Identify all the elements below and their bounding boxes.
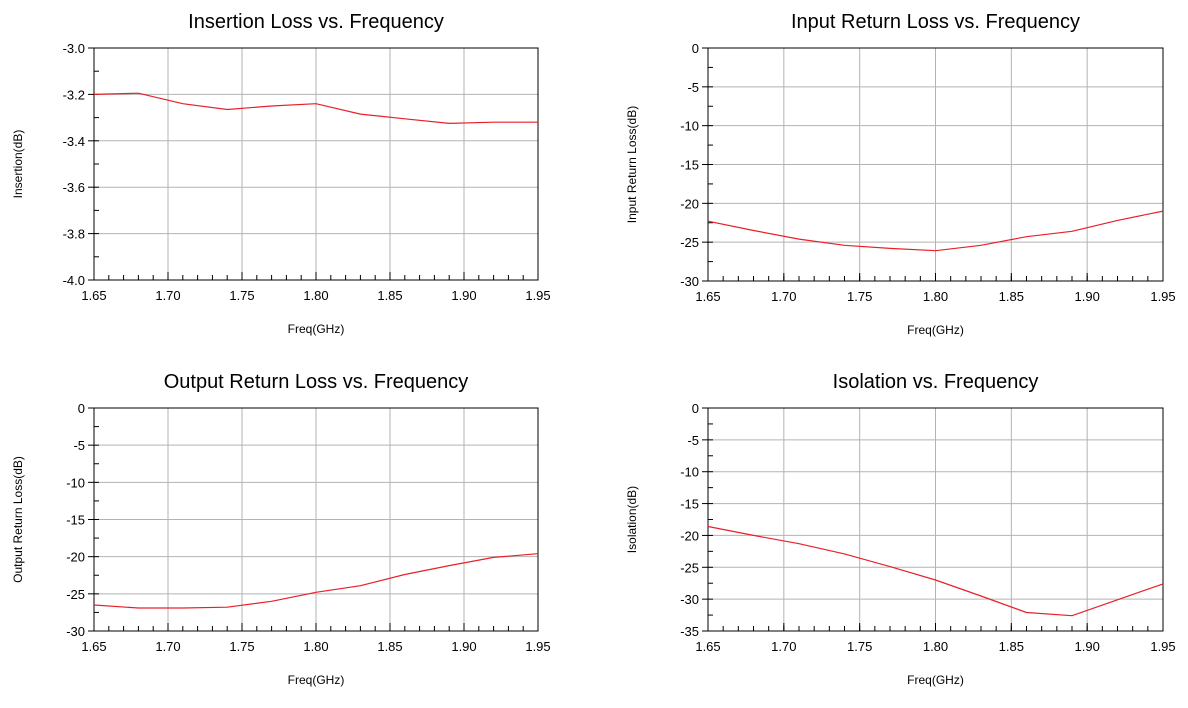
x-tick-label: 1.80 (923, 289, 948, 304)
x-tick-label: 1.70 (155, 288, 180, 303)
series-line (707, 525, 1164, 617)
x-tick-label: 1.75 (847, 639, 872, 654)
series-line (93, 92, 538, 125)
y-tick-label: -10 (680, 465, 699, 480)
chart-title: Output Return Loss vs. Frequency (164, 371, 469, 393)
chart-title: Isolation vs. Frequency (833, 371, 1039, 393)
chart-title: Insertion Loss vs. Frequency (188, 11, 444, 33)
x-tick-label: 1.85 (377, 288, 402, 303)
y-tick-label: -20 (680, 528, 699, 543)
x-tick-label: 1.80 (303, 288, 328, 303)
y-tick-label: -3.6 (63, 180, 85, 195)
y-tick-label: -10 (680, 119, 699, 134)
x-tick-label: 1.65 (695, 639, 720, 654)
x-tick-label: 1.75 (229, 288, 254, 303)
x-tick-label: 1.85 (999, 289, 1024, 304)
chart-svg: Input Return Loss vs. Frequency 1.65 1.70 1… (625, 11, 1176, 337)
x-axis-label: Freq(GHz) (288, 673, 345, 687)
y-tick-label: -5 (687, 80, 699, 95)
y-tick-label: -20 (680, 196, 699, 211)
x-tick-label: 1.95 (525, 288, 550, 303)
x-tick-label: 1.70 (771, 639, 796, 654)
chart-panel-insertion-loss: Insertion Loss vs. Frequency 1.65 1.70 1.75… (0, 0, 594, 354)
x-axis-label: Freq(GHz) (288, 322, 345, 336)
x-tick-label: 1.90 (1075, 639, 1100, 654)
series-line (707, 210, 1164, 252)
chart-svg: Insertion Loss vs. Frequency 1.65 1.70 1.75… (11, 11, 551, 336)
chart-svg: Output Return Loss vs. Frequency 1.65 1.70… (11, 371, 551, 687)
y-tick-label: -25 (680, 560, 699, 575)
y-axis-label: Isolation(dB) (625, 486, 639, 553)
y-tick-label: -15 (680, 497, 699, 512)
y-axis-label: Insertion(dB) (11, 130, 25, 199)
y-tick-label: -30 (66, 624, 85, 639)
x-tick-label: 1.65 (81, 288, 106, 303)
y-tick-label: -3.0 (63, 41, 85, 56)
y-tick-label: -4.0 (63, 273, 85, 288)
x-tick-label: 1.90 (1075, 289, 1100, 304)
y-tick-label: -3.4 (63, 134, 85, 149)
x-tick-label: 1.70 (771, 289, 796, 304)
y-tick-label: -10 (66, 475, 85, 490)
x-tick-label: 1.75 (847, 289, 872, 304)
series-line (93, 553, 539, 609)
x-tick-label: 1.90 (451, 288, 476, 303)
x-tick-label: 1.70 (155, 639, 180, 654)
x-tick-label: 1.65 (695, 289, 720, 304)
x-tick-label: 1.85 (377, 639, 402, 654)
y-tick-label: -3.8 (63, 227, 85, 242)
y-tick-label: -3.2 (63, 87, 85, 102)
x-axis-label: Freq(GHz) (907, 323, 964, 337)
y-tick-label: -25 (680, 235, 699, 250)
y-axis-label: Output Return Loss(dB) (11, 456, 25, 583)
y-tick-label: -35 (680, 624, 699, 639)
x-axis-label: Freq(GHz) (907, 673, 964, 687)
y-tick-label: -15 (66, 513, 85, 528)
x-tick-label: 1.90 (451, 639, 476, 654)
y-tick-label: -5 (73, 438, 85, 453)
chart-panel-isolation: Isolation vs. Frequency 1.65 1.70 1.75 1.80 1… (594, 354, 1188, 708)
y-tick-label: -5 (687, 433, 699, 448)
chart-svg: Isolation vs. Frequency 1.65 1.70 1.75 1.80 1… (625, 371, 1176, 687)
y-tick-label: -30 (680, 274, 699, 289)
x-tick-label: 1.95 (525, 639, 550, 654)
x-tick-label: 1.75 (229, 639, 254, 654)
y-tick-label: 0 (78, 401, 85, 416)
x-tick-label: 1.95 (1150, 639, 1175, 654)
y-tick-label: -20 (66, 550, 85, 565)
y-tick-label: 0 (692, 401, 699, 416)
y-tick-label: -25 (66, 587, 85, 602)
y-tick-label: -30 (680, 592, 699, 607)
y-tick-label: -15 (680, 158, 699, 173)
x-tick-label: 1.65 (81, 639, 106, 654)
x-tick-label: 1.80 (303, 639, 328, 654)
y-tick-label: 0 (692, 41, 699, 56)
chart-panel-input-return-loss: Input Return Loss vs. Frequency 1.65 1.70 1… (594, 0, 1188, 354)
chart-panel-output-return-loss: Output Return Loss vs. Frequency 1.65 1.70… (0, 354, 594, 708)
y-axis-label: Input Return Loss(dB) (625, 106, 639, 223)
chart-title: Input Return Loss vs. Frequency (791, 11, 1080, 33)
x-tick-label: 1.80 (923, 639, 948, 654)
x-tick-label: 1.85 (999, 639, 1024, 654)
x-tick-label: 1.95 (1150, 289, 1175, 304)
